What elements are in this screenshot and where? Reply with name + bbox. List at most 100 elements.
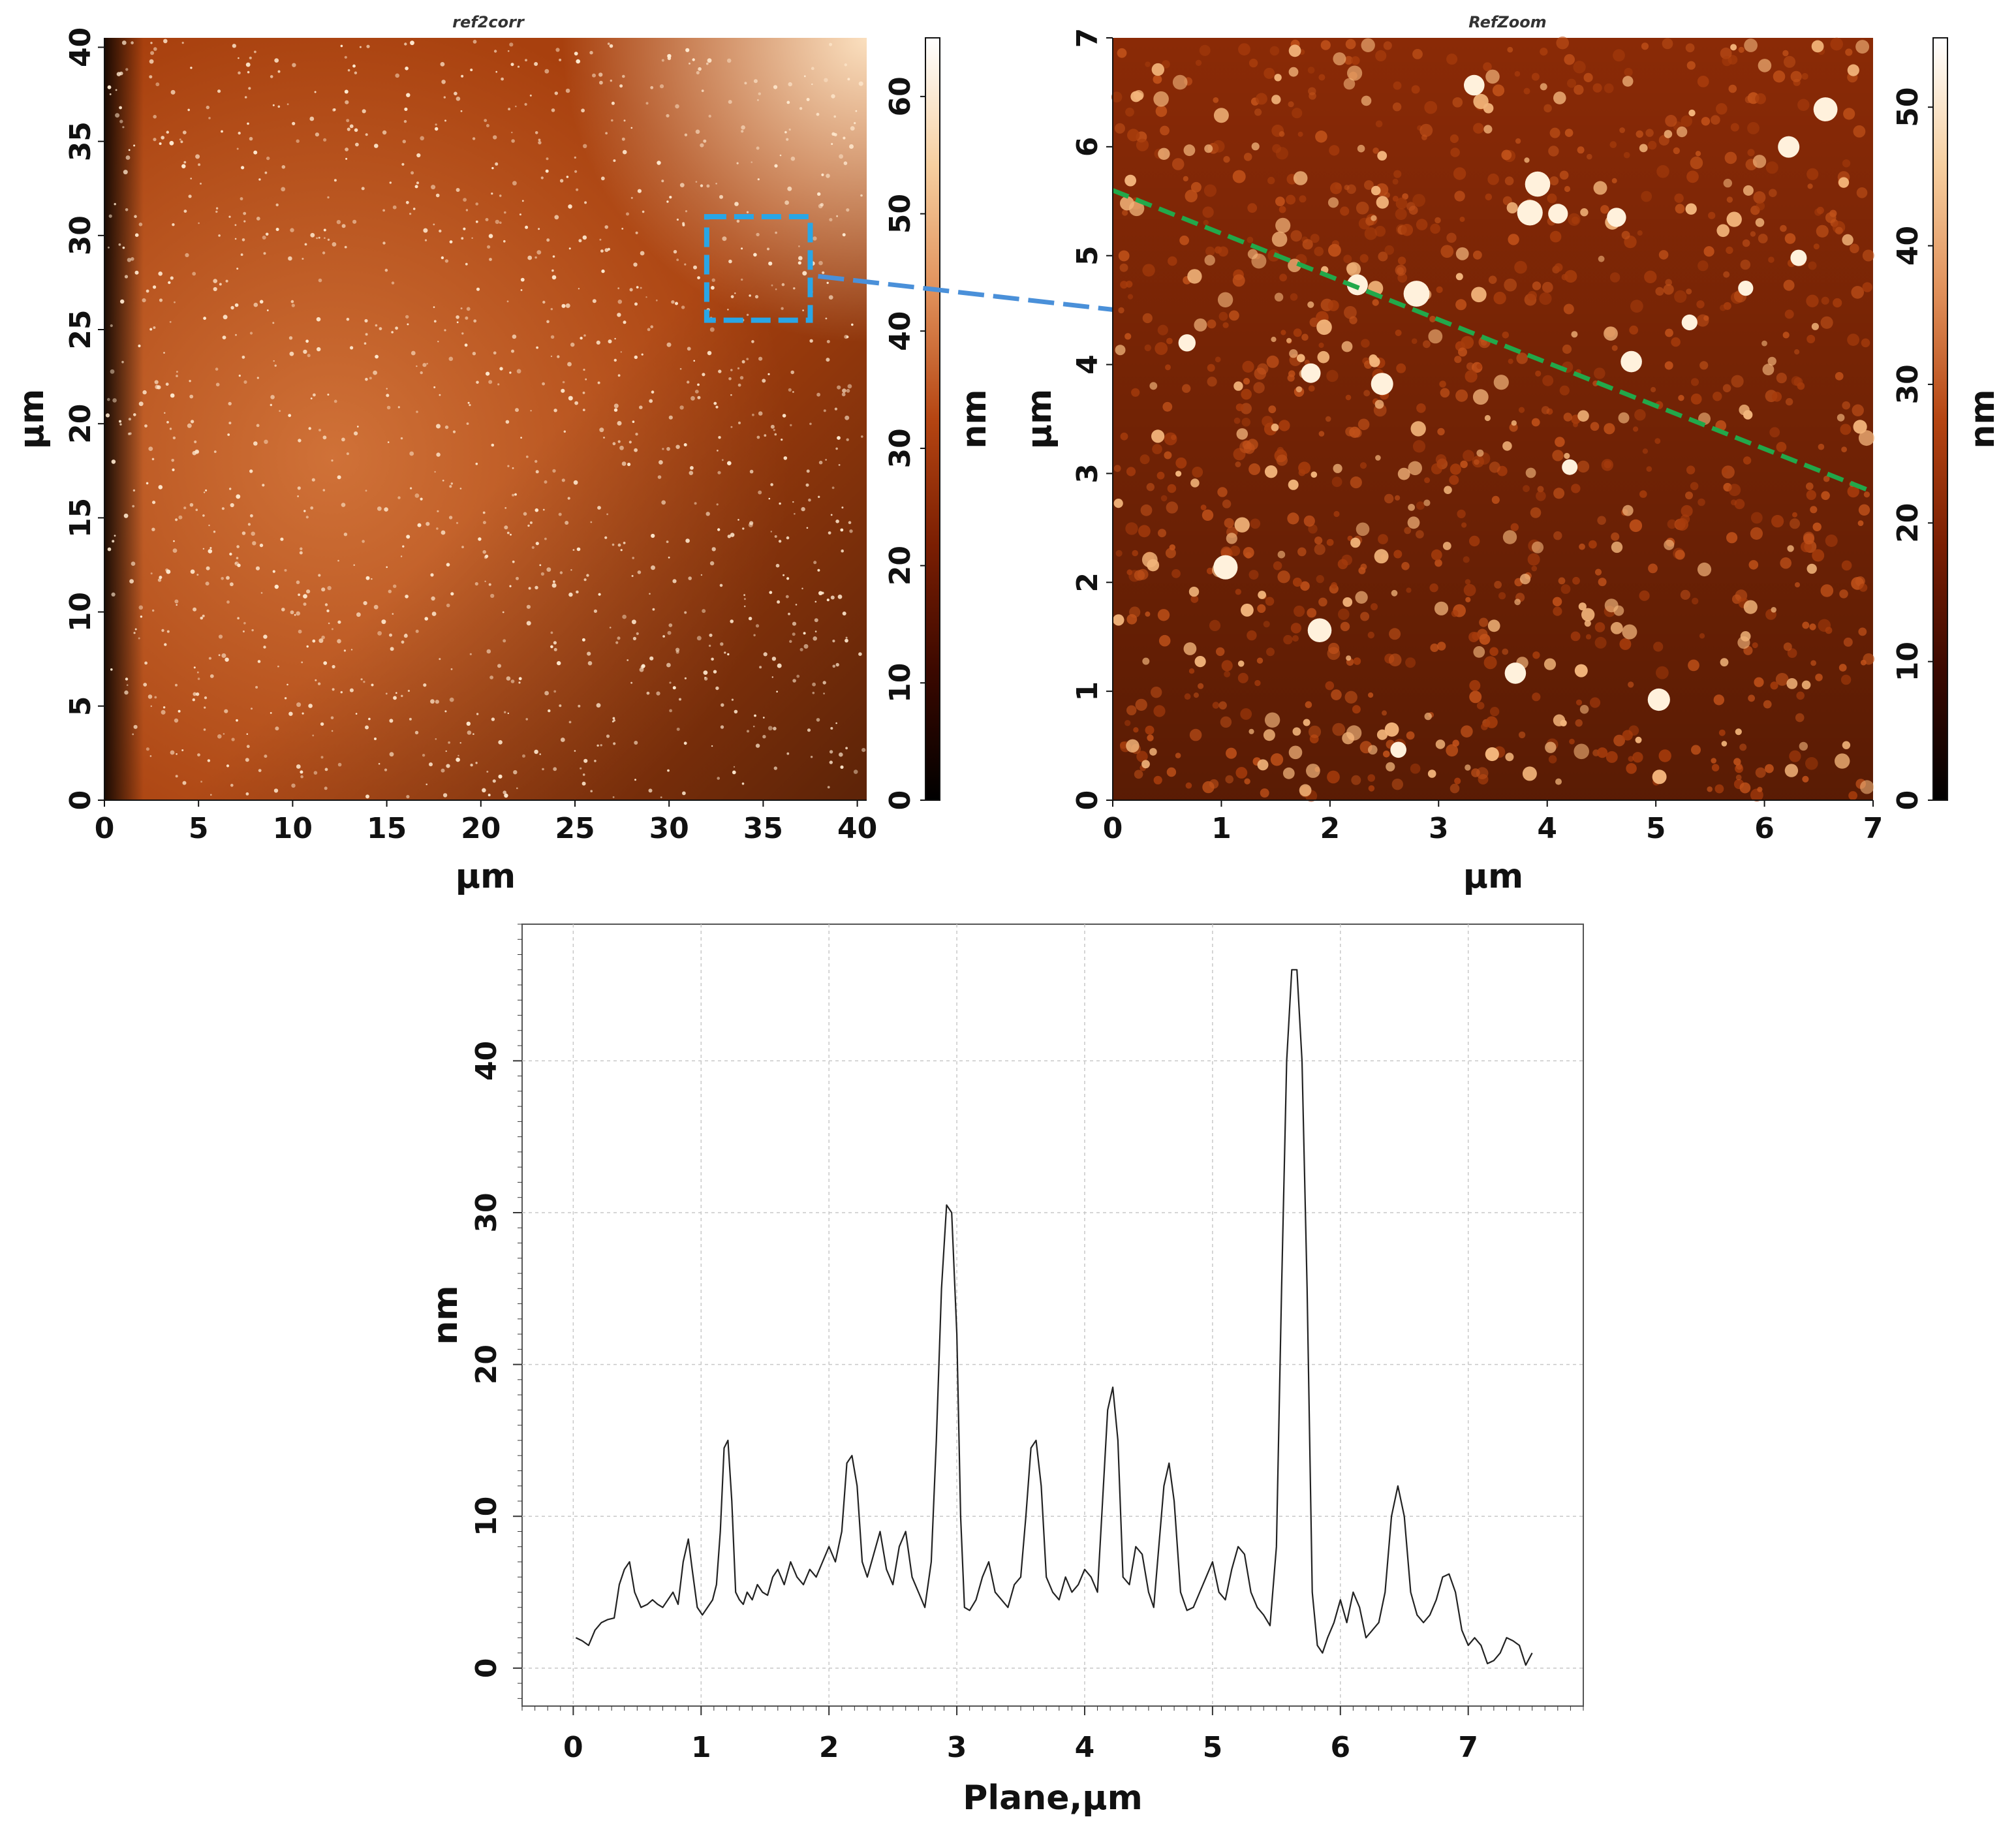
surface-particle [122,246,125,249]
surface-grain [1189,728,1202,741]
panel-title: RefZoom [1468,13,1546,31]
surface-grain [1300,581,1310,591]
surface-grain [1242,360,1254,373]
surface-particle [115,89,117,91]
surface-grain [1815,674,1823,681]
colorbar-tick-label: 10 [1891,642,1925,681]
surface-particle [632,636,637,641]
surface-particle [544,691,549,696]
surface-particle [607,42,610,45]
surface-particle [623,320,627,324]
surface-grain [1382,710,1387,716]
surface-grain [1502,648,1509,655]
surface-particle [349,124,354,129]
surface-particle [598,72,603,77]
surface-particle [237,617,240,619]
surface-particle [253,441,258,446]
surface-grain [1371,603,1378,611]
surface-grain [1248,570,1259,580]
surface-particle [789,640,792,643]
surface-grain [1288,101,1294,108]
surface-grain [1797,382,1805,390]
surface-grain [1479,634,1491,645]
nanoparticle [1519,574,1531,585]
surface-grain [1792,512,1797,518]
surface-particle [415,629,419,633]
surface-particle [236,719,238,722]
surface-particle [632,557,634,559]
surface-particle [518,681,521,684]
surface-grain [1140,454,1150,465]
surface-particle [803,632,806,635]
surface-grain [1806,490,1816,501]
surface-particle [231,738,235,741]
surface-particle [200,781,202,783]
surface-particle [491,166,494,170]
surface-particle [208,549,213,553]
surface-particle [445,750,447,753]
surface-particle [456,757,460,762]
surface-particle [550,307,553,311]
surface-grain [1863,491,1870,498]
surface-grain [1555,437,1565,447]
nanoparticle [1274,74,1282,82]
surface-particle [655,299,658,302]
surface-particle [243,220,246,223]
surface-particle [152,609,155,612]
surface-grain [1164,432,1177,446]
surface-grain [1648,563,1658,574]
surface-particle [363,601,367,606]
surface-grain [1160,125,1170,136]
surface-grain [1345,394,1352,401]
surface-particle [560,738,565,742]
surface-particle [551,269,554,272]
surface-grain [1316,575,1324,583]
surface-particle [531,546,535,550]
surface-particle [297,486,301,490]
surface-grain [1489,461,1500,473]
surface-particle [813,561,817,565]
nanoparticle [1374,399,1384,409]
surface-particle [323,138,327,142]
surface-grain [1290,230,1302,242]
surface-grain [1651,386,1656,393]
large-nanoparticle [1504,662,1527,684]
nanoparticle [1761,340,1767,347]
surface-particle [317,682,321,685]
surface-particle [142,298,146,303]
surface-grain [1750,231,1756,237]
surface-grain [1328,642,1340,655]
surface-particle [470,764,473,767]
surface-particle [128,418,131,421]
surface-grain [1235,767,1248,779]
surface-particle [526,604,531,609]
surface-grain [1619,127,1626,133]
surface-particle [539,753,541,755]
surface-particle [622,149,627,155]
surface-particle [814,630,817,632]
surface-grain [1755,93,1767,104]
surface-grain [1579,543,1585,550]
surface-grain [1493,292,1506,305]
surface-grain [1209,619,1221,632]
surface-particle [498,774,503,779]
surface-grain [1611,532,1620,541]
surface-particle [506,676,511,681]
nanoparticle [1610,622,1623,634]
surface-grain [1352,705,1361,714]
surface-particle [337,762,342,767]
surface-particle [181,749,184,751]
surface-grain [1254,679,1261,687]
surface-grain [1250,518,1261,529]
surface-particle [459,742,461,744]
surface-particle [620,549,623,552]
x-tick-label: 10 [273,812,313,845]
surface-particle [555,48,560,52]
surface-grain [1859,583,1868,592]
surface-particle [842,233,846,237]
surface-grain [1224,518,1234,528]
surface-particle [717,528,721,531]
surface-particle [534,62,538,66]
image-corner-highlight [104,38,867,800]
